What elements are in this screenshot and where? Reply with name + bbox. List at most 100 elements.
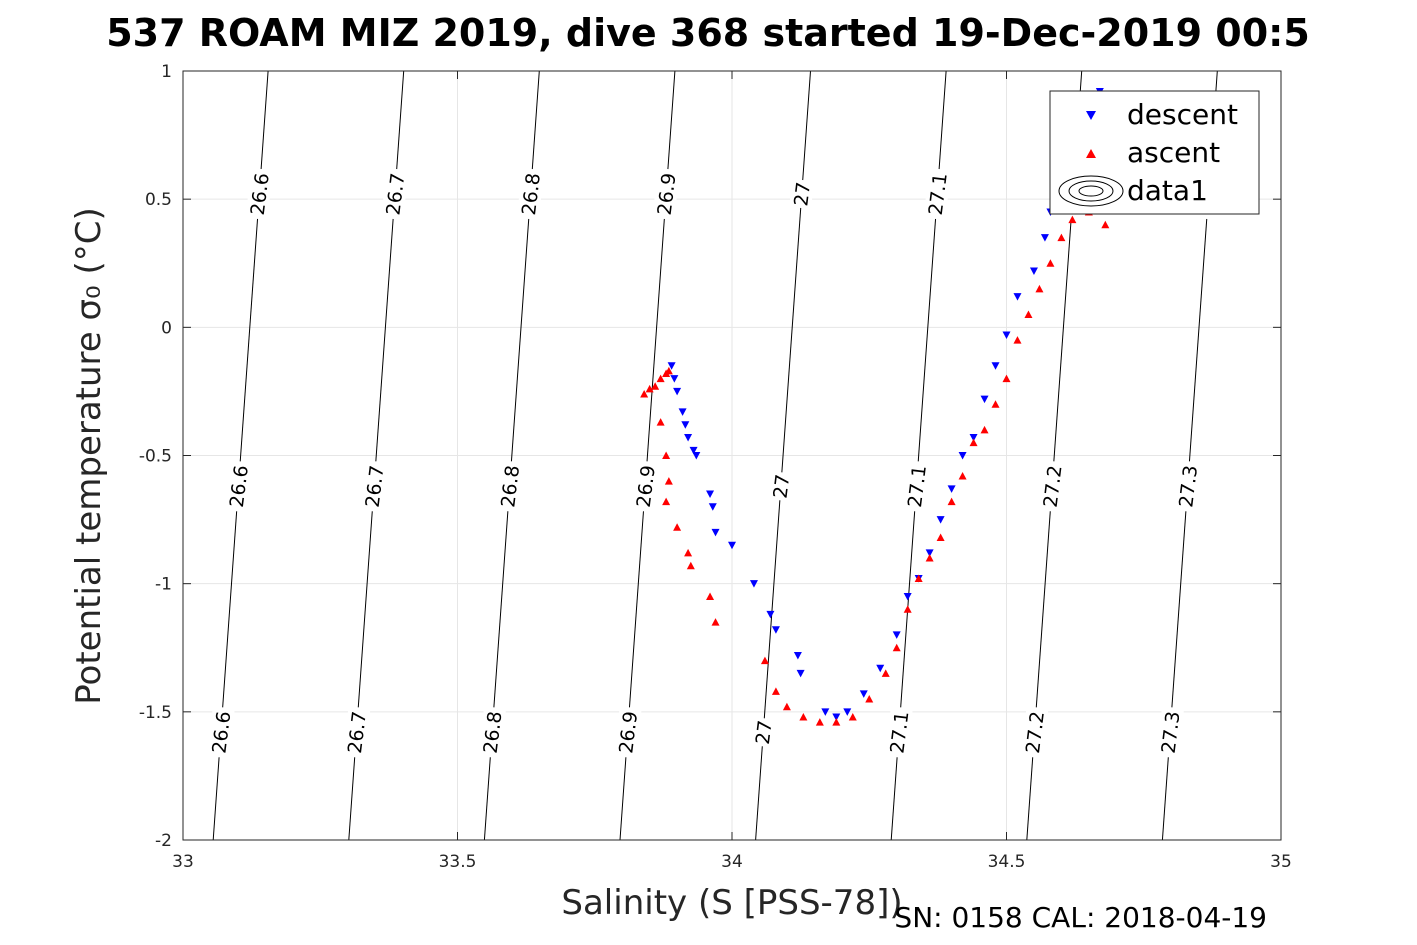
ascent-point: [1024, 310, 1033, 319]
descent-point: [980, 395, 989, 404]
density-contour-labels: 26.6 26.6 26.6 26.7 26.7 26.7 26.8 26.8 26.8 26.9…: [206, 167, 1223, 759]
density-contour-label: 26.9: [631, 460, 660, 513]
ascent-point: [771, 687, 780, 695]
ascent-point: [958, 472, 967, 480]
ascent-point: [662, 451, 671, 459]
ascent-point: [815, 718, 824, 726]
x-tick-label: 33: [172, 852, 194, 872]
svg-text:26.6: 26.6: [208, 710, 235, 755]
density-contour-label: 26.8: [495, 460, 524, 513]
descent-point: [843, 708, 852, 716]
descent-point: [936, 516, 945, 524]
ascent-point: [799, 712, 808, 721]
ascent-point: [706, 592, 715, 600]
ascent-point: [1057, 233, 1066, 242]
descent-point: [903, 592, 912, 601]
descent-point: [1002, 331, 1011, 340]
x-tick-label: 33.5: [439, 852, 477, 872]
density-contour-label: 27: [750, 717, 777, 748]
svg-text:27: 27: [752, 719, 777, 746]
y-axis-label: Potential temperature σ₀ (°C): [69, 207, 109, 705]
descent-point: [678, 408, 687, 416]
svg-text:27.3: 27.3: [1158, 710, 1185, 755]
ascent-point: [832, 718, 841, 726]
density-contour-label: 27.3: [1156, 706, 1185, 759]
density-contour-label: 26.9: [652, 167, 681, 221]
y-tick-label: 0: [161, 318, 172, 338]
ascent-point: [980, 425, 989, 434]
svg-text:26.7: 26.7: [382, 172, 409, 217]
density-contour-label: 26.6: [206, 706, 235, 759]
svg-text:26.8: 26.8: [480, 710, 507, 755]
y-tick-label: -1: [155, 575, 172, 595]
svg-text:27.1: 27.1: [925, 172, 952, 217]
density-contour-label: 26.9: [613, 706, 642, 759]
ascent-point: [782, 702, 791, 711]
descent-point: [681, 421, 690, 429]
density-contour-label: 27.1: [884, 706, 913, 759]
legend-descent-marker: [1086, 111, 1096, 120]
descent-point: [832, 713, 841, 721]
svg-text:26.6: 26.6: [247, 172, 274, 217]
descent-point: [749, 580, 758, 588]
svg-text:26.9: 26.9: [654, 172, 681, 217]
svg-text:26.7: 26.7: [362, 464, 389, 509]
svg-text:27: 27: [770, 473, 795, 500]
svg-text:26.6: 26.6: [226, 464, 253, 509]
descent-point: [670, 375, 679, 383]
density-contour-label: 26.8: [478, 706, 507, 759]
descent-point: [684, 434, 693, 442]
ascent-point: [991, 400, 1000, 408]
density-contour-label: 27.3: [1173, 460, 1202, 513]
ascent-point: [686, 561, 695, 570]
svg-text:27.2: 27.2: [1040, 464, 1067, 509]
ascent-point: [1046, 259, 1055, 267]
ascent-point: [969, 438, 978, 447]
legend-data1-contour-icon: [1058, 175, 1124, 207]
ascent-point: [662, 497, 671, 506]
density-contour-label: 27.2: [1038, 460, 1067, 513]
svg-text:27.1: 27.1: [904, 464, 931, 509]
descent-point: [711, 528, 720, 537]
legend: descent ascent data1: [1049, 90, 1260, 215]
descent-point: [771, 626, 780, 634]
descent-point: [673, 387, 682, 396]
ascent-point: [881, 669, 890, 677]
descent-point: [1013, 293, 1022, 301]
descent-point: [689, 446, 698, 455]
descent-point: [876, 664, 885, 673]
ascent-point: [640, 389, 649, 398]
x-tick-label: 35: [1270, 852, 1292, 872]
descent-point: [667, 362, 676, 370]
descent-point: [958, 452, 967, 460]
density-contour-label: 26.6: [245, 167, 274, 221]
ascent-point: [914, 574, 923, 583]
descent-point: [1029, 267, 1038, 275]
density-contour-label: 27: [768, 471, 794, 502]
ascent-point: [656, 418, 665, 426]
svg-text:26.8: 26.8: [497, 464, 524, 509]
ascent-point: [664, 366, 673, 375]
ascent-point: [865, 695, 874, 703]
density-contour-label: 26.7: [342, 706, 371, 759]
ascent-point: [925, 554, 934, 562]
legend-data1-label: data1: [1127, 174, 1208, 207]
svg-text:27.3: 27.3: [1175, 464, 1202, 509]
density-contour-label: 26.7: [380, 167, 409, 221]
svg-text:26.9: 26.9: [615, 710, 642, 755]
ascent-point: [1002, 374, 1011, 383]
y-tick-label: -0.5: [139, 447, 172, 467]
ascent-point: [947, 497, 956, 506]
y-tick-label: 1: [161, 62, 172, 82]
svg-text:26.8: 26.8: [518, 172, 545, 217]
density-contour-label: 26.6: [224, 460, 253, 513]
ascent-point: [656, 374, 665, 383]
svg-text:27: 27: [790, 181, 815, 208]
descent-point: [947, 485, 956, 493]
svg-text:26.7: 26.7: [344, 710, 371, 755]
legend-descent-label: descent: [1127, 98, 1238, 131]
y-tick-label: 0.5: [145, 190, 172, 210]
density-contour-label: 27: [789, 178, 815, 210]
svg-text:27.1: 27.1: [886, 710, 913, 755]
